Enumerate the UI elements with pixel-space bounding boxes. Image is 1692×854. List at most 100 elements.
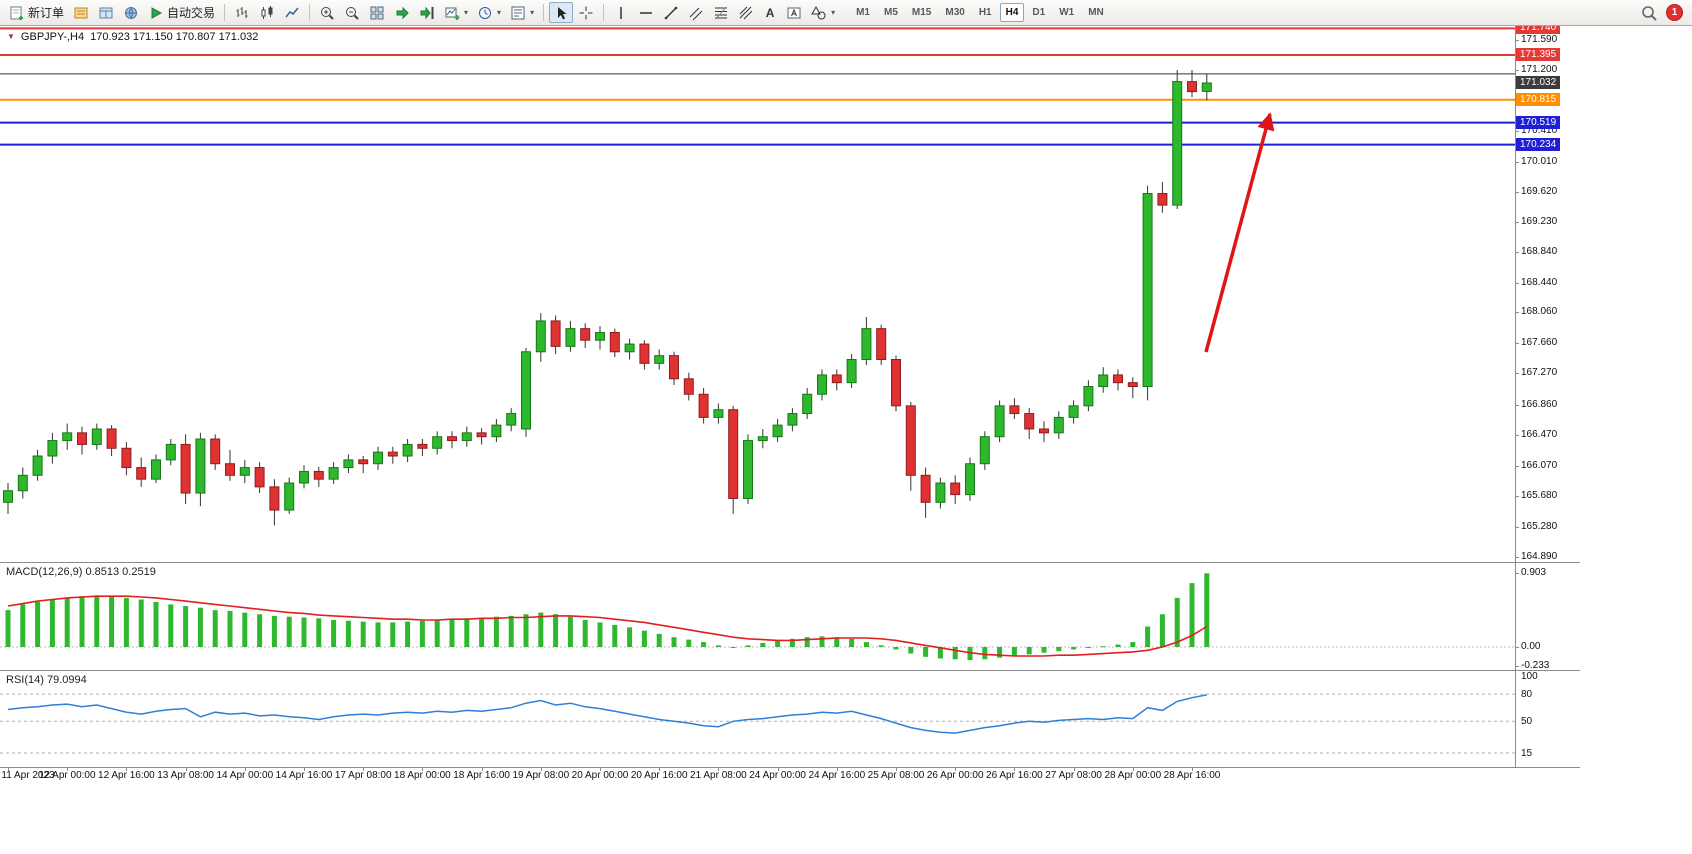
dropdown-arrow-icon: ▾	[530, 8, 535, 17]
cursor-tool-button[interactable]	[549, 2, 574, 23]
time-axis-tick	[185, 768, 187, 771]
timeframe-mn[interactable]: MN	[1088, 7, 1104, 18]
zoom-out-icon	[346, 6, 359, 20]
time-axis-tick	[540, 768, 542, 771]
new-order-button[interactable]: 新订单	[5, 2, 68, 23]
price-axis-tick	[1515, 557, 1519, 559]
macd-axis-tick	[1515, 573, 1519, 575]
rsi-axis-label: 80	[1521, 689, 1533, 701]
chart-shift-button[interactable]	[415, 2, 439, 23]
templates-button[interactable]: ▾	[506, 2, 538, 23]
timeframe-m30[interactable]: M30	[945, 7, 965, 18]
chart-header: ▼ GBPJPY-,H4 170.923 171.150 170.807 171…	[7, 31, 258, 43]
tile-windows-icon	[370, 6, 384, 19]
tile-windows-button[interactable]	[365, 2, 389, 23]
quick-trade-toggle-icon[interactable]: ▼	[7, 32, 15, 41]
candles-chart-button[interactable]	[255, 2, 279, 23]
time-label: 14 Apr 16:00	[275, 770, 333, 781]
cursor-icon	[558, 6, 567, 19]
price-tick-label: 165.280	[1521, 521, 1558, 533]
time-axis-tick	[1192, 768, 1193, 771]
time-label: 18 Apr 00:00	[394, 770, 451, 781]
trend-arrow-annotation	[1204, 112, 1275, 353]
market-watch-icon	[74, 7, 88, 18]
rsi-canvas[interactable]	[0, 671, 1515, 767]
bars-chart-button[interactable]	[230, 2, 254, 23]
zoom-out-button[interactable]	[340, 2, 364, 23]
price-tick-label: 167.660	[1521, 337, 1558, 349]
templates-icon	[511, 6, 525, 19]
auto-scroll-icon	[396, 6, 409, 19]
navigator-button[interactable]	[119, 2, 143, 23]
time-label: 14 Apr 00:00	[216, 770, 274, 781]
macd-canvas[interactable]	[0, 563, 1515, 670]
chart-ohlc-label: 170.923 171.150 170.807 171.032	[90, 31, 259, 43]
time-axis-tick	[1014, 768, 1016, 771]
trendline-icon	[664, 6, 678, 19]
fibonacci-tool-button[interactable]	[709, 2, 733, 23]
vertical-line-icon	[620, 6, 622, 19]
timeframe-w1[interactable]: W1	[1059, 7, 1075, 18]
time-axis-tick	[126, 768, 128, 771]
price-axis-tick	[1515, 373, 1519, 375]
price-axis-tick	[1515, 70, 1519, 71]
channel-tool-button[interactable]	[684, 2, 708, 23]
zoom-in-icon	[321, 6, 334, 20]
toolbar-separator	[224, 4, 226, 21]
line-chart-button[interactable]	[280, 2, 304, 23]
auto-scroll-button[interactable]	[390, 2, 414, 23]
data-window-button[interactable]	[94, 2, 118, 23]
market-watch-button[interactable]	[69, 2, 93, 23]
price-line-label: 170.519	[1516, 115, 1561, 129]
timeframe-d1[interactable]: D1	[1032, 7, 1046, 18]
price-axis-tick	[1515, 312, 1519, 314]
time-label: 24 Apr 00:00	[749, 770, 806, 781]
timeframe-h1[interactable]: H1	[978, 7, 992, 18]
price-axis-tick	[1515, 527, 1519, 529]
text-tool-button[interactable]: A	[759, 2, 781, 23]
price-tick-label: 168.840	[1521, 246, 1558, 258]
crosshair-tool-button[interactable]	[574, 2, 598, 23]
macd-axis-tick	[1515, 666, 1519, 668]
timeframe-m5[interactable]: M5	[884, 7, 898, 18]
price-chart-canvas[interactable]	[0, 26, 1515, 562]
time-axis-tick	[718, 768, 720, 771]
time-label: 26 Apr 16:00	[986, 770, 1043, 781]
new-chart-button[interactable]: ▾	[440, 2, 472, 23]
shapes-tool-button[interactable]: ▾	[807, 2, 839, 23]
price-tick-label: 167.270	[1521, 367, 1558, 379]
time-label: 12 Apr 00:00	[38, 770, 96, 781]
price-tick-label: 166.070	[1521, 460, 1558, 472]
price-tick-label: 169.230	[1521, 216, 1558, 228]
candles	[3, 70, 1212, 526]
profiles-button[interactable]: ▾	[473, 2, 505, 23]
price-axis-tick	[1515, 222, 1519, 224]
search-icon[interactable]	[1640, 4, 1658, 22]
timeframe-m15[interactable]: M15	[911, 7, 932, 18]
panel-separator[interactable]	[0, 562, 1580, 563]
autotrading-button[interactable]: 自动交易	[144, 2, 219, 23]
price-tick-label: 170.410	[1521, 124, 1558, 136]
toolbar-right-group: 1	[1640, 4, 1687, 22]
price-axis-tick	[1515, 466, 1519, 468]
macd-axis-label: -0.233	[1521, 660, 1550, 672]
price-tick-label: 165.680	[1521, 490, 1558, 502]
timeframe-m1[interactable]: M1	[856, 7, 870, 18]
macd-axis-label: 0.00	[1521, 641, 1541, 652]
pitchfork-tool-button[interactable]	[734, 2, 758, 23]
trendline-tool-button[interactable]	[659, 2, 683, 23]
current-price-label: 171.032	[1516, 75, 1561, 89]
toolbar-separator	[603, 4, 605, 21]
time-label: 12 Apr 16:00	[98, 770, 155, 781]
notification-badge[interactable]: 1	[1666, 4, 1683, 21]
timeframe-h4[interactable]: H4	[999, 3, 1025, 22]
autotrading-icon	[151, 6, 163, 19]
text-label-tool-button[interactable]	[782, 2, 806, 23]
new-chart-icon	[445, 7, 460, 20]
zoom-in-button[interactable]	[315, 2, 339, 23]
vertical-line-tool-button[interactable]	[609, 2, 633, 23]
panel-separator[interactable]	[0, 670, 1580, 671]
price-tick-label: 171.200	[1521, 64, 1558, 75]
horizontal-line-tool-button[interactable]	[634, 2, 658, 23]
price-tick-label: 168.440	[1521, 277, 1558, 289]
